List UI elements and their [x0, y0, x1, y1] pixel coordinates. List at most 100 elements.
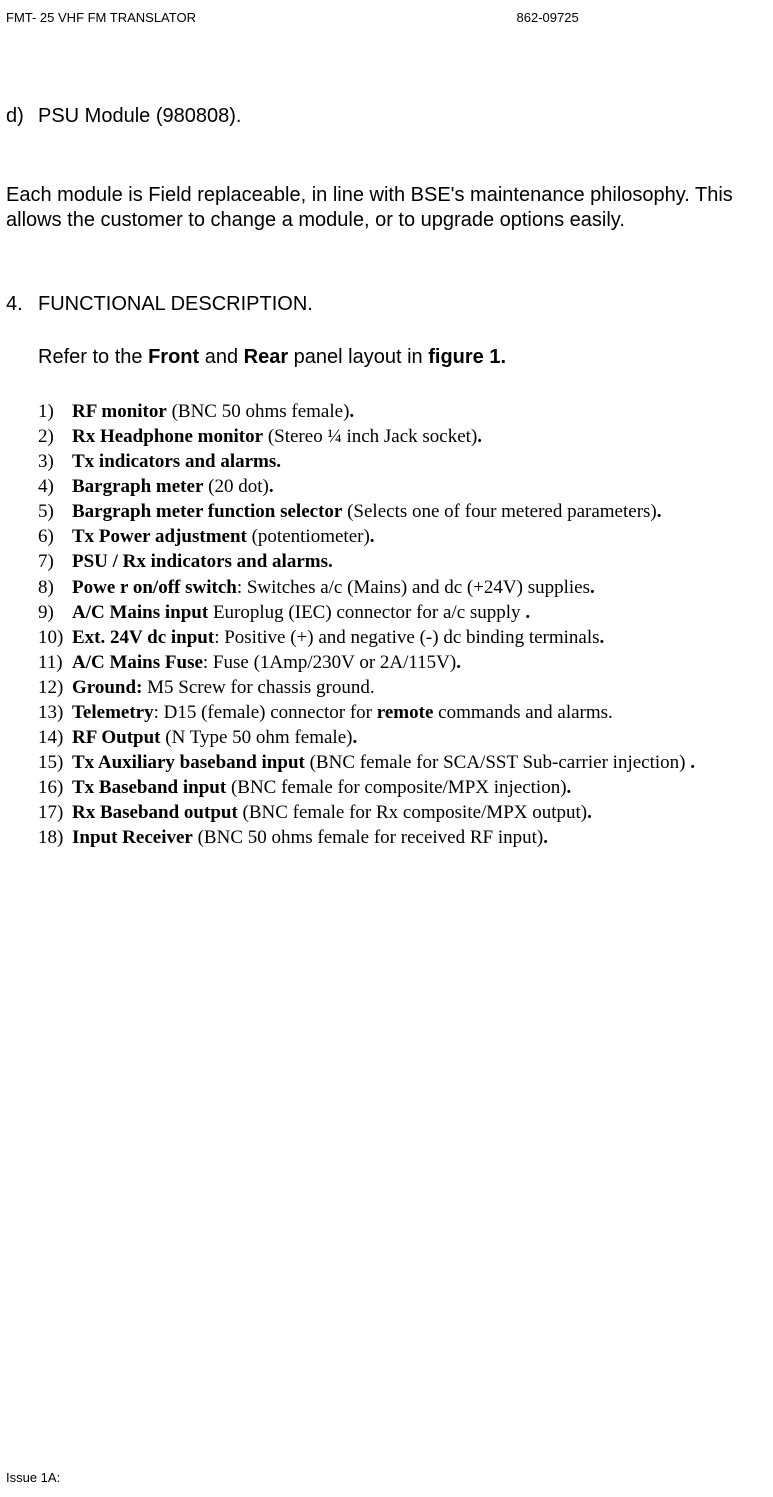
list-item: 3)Tx indicators and alarms.	[38, 449, 767, 474]
item-rest2: commands and alarms.	[433, 702, 612, 723]
item-tail: .	[543, 827, 548, 848]
item-term: RF monitor	[72, 401, 167, 422]
list-item: 12)Ground: M5 Screw for chassis ground.	[38, 675, 767, 700]
list-item: 8)Powe r on/off switch: Switches a/c (Ma…	[38, 575, 767, 600]
item-body: PSU / Rx indicators and alarms.	[72, 549, 333, 574]
numbered-list: 1)RF monitor (BNC 50 ohms female). 2)Rx …	[38, 399, 767, 850]
item-term: Ext. 24V dc input	[72, 627, 214, 648]
item-body: Input Receiver (BNC 50 ohms female for r…	[72, 825, 548, 850]
item-number: 18)	[38, 825, 72, 850]
item-number: 9)	[38, 600, 72, 625]
refer-mid2: panel layout in	[288, 346, 428, 368]
refer-pre: Refer to the	[38, 346, 148, 368]
item-number: 17)	[38, 800, 72, 825]
item-rest: (N Type 50 ohm female)	[161, 727, 353, 748]
item-rest: (potentiometer)	[247, 526, 370, 547]
list-item-d: d) PSU Module (980808).	[6, 105, 767, 128]
refer-line: Refer to the Front and Rear panel layout…	[38, 346, 767, 369]
item-term: Rx Baseband output	[72, 802, 238, 823]
item-term: Tx Auxiliary baseband input	[72, 752, 305, 773]
item-term: Bargraph meter	[72, 476, 203, 497]
page-header: FMT- 25 VHF FM TRANSLATOR 862-09725	[0, 10, 773, 25]
item-body: A/C Mains Fuse: Fuse (1Amp/230V or 2A/11…	[72, 650, 461, 675]
item-number: 15)	[38, 750, 72, 775]
item-body: Rx Headphone monitor (Stereo ¼ inch Jack…	[72, 424, 482, 449]
item-number: 1)	[38, 399, 72, 424]
list-item: 15)Tx Auxiliary baseband input (BNC fema…	[38, 750, 767, 775]
list-item: 4)Bargraph meter (20 dot).	[38, 474, 767, 499]
item-number: 11)	[38, 650, 72, 675]
item-body: Bargraph meter (20 dot).	[72, 474, 274, 499]
section-4-title: FUNCTIONAL DESCRIPTION.	[38, 293, 313, 316]
item-number: 13)	[38, 700, 72, 725]
list-item: 13)Telemetry: D15 (female) connector for…	[38, 700, 767, 725]
page-footer: Issue 1A:	[6, 1470, 60, 1485]
maintenance-paragraph: Each module is Field replaceable, in lin…	[6, 183, 767, 233]
item-tail: .	[525, 602, 530, 623]
item-term: Telemetry	[72, 702, 154, 723]
refer-mid1: and	[199, 346, 243, 368]
list-item: 1)RF monitor (BNC 50 ohms female).	[38, 399, 767, 424]
item-body: Bargraph meter function selector (Select…	[72, 499, 662, 524]
item-body: Powe r on/off switch: Switches a/c (Main…	[72, 575, 595, 600]
item-term: Tx Power adjustment	[72, 526, 247, 547]
item-tail: .	[370, 526, 375, 547]
item-term: RF Output	[72, 727, 161, 748]
item-rest: : Positive (+) and negative (-) dc bindi…	[214, 627, 599, 648]
item-term: A/C Mains Fuse	[72, 652, 203, 673]
item-term: Powe r on/off switch	[72, 577, 237, 598]
item-tail: .	[657, 501, 662, 522]
refer-rear: Rear	[244, 346, 288, 368]
item-tail: .	[477, 426, 482, 447]
list-item: 14)RF Output (N Type 50 ohm female).	[38, 725, 767, 750]
item-tail: .	[456, 652, 461, 673]
item-body: Tx indicators and alarms.	[72, 449, 281, 474]
list-item: 7)PSU / Rx indicators and alarms.	[38, 549, 767, 574]
item-number: 4)	[38, 474, 72, 499]
item-term: PSU / Rx indicators and alarms.	[72, 551, 333, 572]
list-item: 18)Input Receiver (BNC 50 ohms female fo…	[38, 825, 767, 850]
item-number: 5)	[38, 499, 72, 524]
item-term2: remote	[377, 702, 434, 723]
item-d-text: PSU Module (980808).	[38, 105, 241, 128]
item-term: Tx Baseband input	[72, 777, 226, 798]
item-rest: (Stereo ¼ inch Jack socket)	[263, 426, 477, 447]
item-number: 7)	[38, 549, 72, 574]
item-rest: (BNC female for SCA/SST Sub-carrier inje…	[305, 752, 690, 773]
item-rest: (BNC 50 ohms female)	[167, 401, 350, 422]
item-number: 8)	[38, 575, 72, 600]
item-rest: : Fuse (1Amp/230V or 2A/115V)	[203, 652, 456, 673]
item-rest: (BNC female for composite/MPX injection)	[226, 777, 566, 798]
item-body: Tx Baseband input (BNC female for compos…	[72, 775, 571, 800]
item-body: Tx Power adjustment (potentiometer).	[72, 524, 375, 549]
item-body: Telemetry: D15 (female) connector for re…	[72, 700, 613, 725]
list-item: 2)Rx Headphone monitor (Stereo ¼ inch Ja…	[38, 424, 767, 449]
item-tail: .	[349, 401, 354, 422]
item-term: Input Receiver	[72, 827, 193, 848]
item-rest: (Selects one of four metered parameters)	[342, 501, 656, 522]
list-item: 17)Rx Baseband output (BNC female for Rx…	[38, 800, 767, 825]
item-number: 2)	[38, 424, 72, 449]
section-4-number: 4.	[6, 293, 38, 316]
item-body: RF Output (N Type 50 ohm female).	[72, 725, 357, 750]
item-rest: (BNC 50 ohms female for received RF inpu…	[193, 827, 543, 848]
item-tail: .	[352, 727, 357, 748]
list-item: 5)Bargraph meter function selector (Sele…	[38, 499, 767, 524]
item-tail: .	[567, 777, 572, 798]
item-rest: (20 dot)	[203, 476, 268, 497]
refer-front: Front	[148, 346, 199, 368]
section-4-heading: 4. FUNCTIONAL DESCRIPTION.	[6, 293, 767, 316]
item-rest: Europlug (IEC) connector for a/c supply	[208, 602, 525, 623]
item-number: 12)	[38, 675, 72, 700]
item-rest: : D15 (female) connector for	[154, 702, 377, 723]
item-rest: : Switches a/c (Mains) and dc (+24V) sup…	[237, 577, 590, 598]
list-item: 11)A/C Mains Fuse: Fuse (1Amp/230V or 2A…	[38, 650, 767, 675]
item-d-marker: d)	[6, 105, 38, 128]
item-body: A/C Mains input Europlug (IEC) connector…	[72, 600, 530, 625]
item-number: 3)	[38, 449, 72, 474]
item-term: A/C Mains input	[72, 602, 208, 623]
item-tail: .	[587, 802, 592, 823]
header-left: FMT- 25 VHF FM TRANSLATOR	[6, 10, 257, 25]
item-number: 10)	[38, 625, 72, 650]
item-body: Ground: M5 Screw for chassis ground.	[72, 675, 375, 700]
